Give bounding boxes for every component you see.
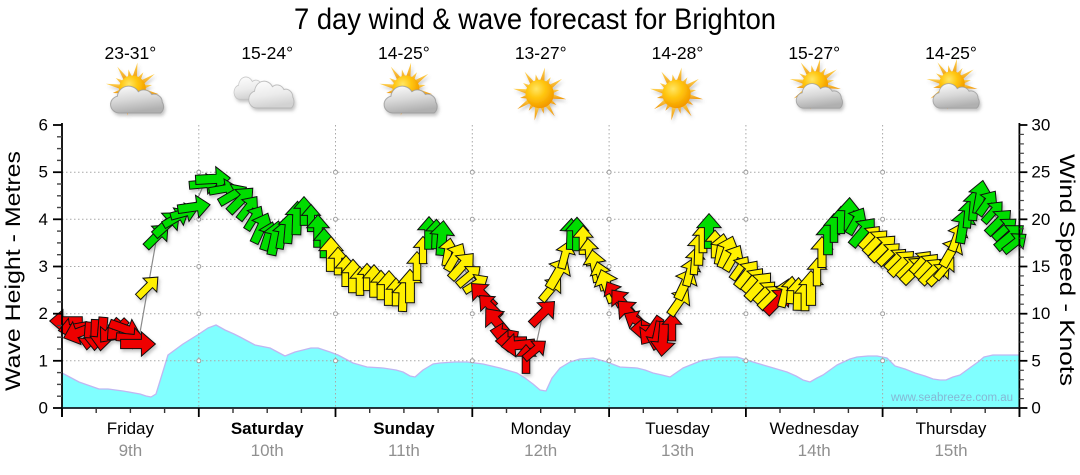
svg-text:14-25°: 14-25° [378, 43, 430, 63]
svg-text:Saturday: Saturday [231, 419, 304, 438]
svg-text:1: 1 [39, 351, 48, 370]
svg-text:0: 0 [1031, 399, 1040, 418]
svg-text:5: 5 [1031, 351, 1040, 370]
svg-text:2: 2 [39, 304, 48, 323]
svg-text:15: 15 [1031, 257, 1050, 276]
svg-text:0: 0 [39, 399, 48, 418]
svg-text:Sunday: Sunday [373, 419, 435, 438]
svg-text:14th: 14th [798, 441, 831, 460]
svg-text:14-25°: 14-25° [925, 43, 977, 63]
svg-text:10th: 10th [251, 441, 284, 460]
svg-text:15th: 15th [934, 441, 967, 460]
svg-text:13-27°: 13-27° [515, 43, 567, 63]
svg-text:Friday: Friday [107, 419, 155, 438]
svg-text:Wind Speed - Knots: Wind Speed - Knots [1055, 154, 1078, 386]
svg-text:15-24°: 15-24° [241, 43, 293, 63]
svg-text:Tuesday: Tuesday [645, 419, 710, 438]
svg-text:13th: 13th [661, 441, 694, 460]
svg-text:14-28°: 14-28° [652, 43, 704, 63]
svg-text:5: 5 [39, 163, 48, 182]
svg-text:9th: 9th [119, 441, 143, 460]
svg-text:20: 20 [1031, 210, 1050, 229]
svg-text:Monday: Monday [510, 419, 571, 438]
svg-text:23-31°: 23-31° [105, 43, 157, 63]
svg-text:11th: 11th [388, 441, 420, 460]
svg-text:Thursday: Thursday [916, 419, 987, 438]
svg-text:12th: 12th [524, 441, 557, 460]
svg-text:25: 25 [1031, 163, 1050, 182]
svg-text:www.seabreeze.com.au: www.seabreeze.com.au [890, 392, 1013, 404]
svg-text:6: 6 [39, 116, 48, 135]
svg-text:15-27°: 15-27° [788, 43, 840, 63]
svg-text:Wednesday: Wednesday [769, 419, 859, 438]
svg-text:3: 3 [39, 257, 48, 276]
svg-text:4: 4 [39, 210, 48, 229]
svg-text:30: 30 [1031, 116, 1050, 135]
svg-text:7 day wind & wave forecast for: 7 day wind & wave forecast for Brighton [294, 3, 776, 36]
svg-text:10: 10 [1031, 304, 1050, 323]
svg-text:Wave Height - Metres: Wave Height - Metres [2, 151, 25, 391]
